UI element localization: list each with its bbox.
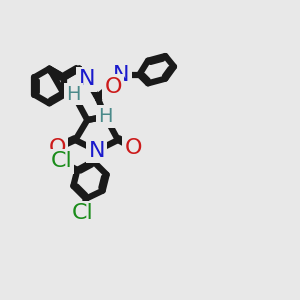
Text: Cl: Cl xyxy=(50,151,72,171)
Text: O: O xyxy=(49,138,66,158)
Text: O: O xyxy=(105,77,122,97)
Text: N: N xyxy=(113,65,130,85)
Text: O: O xyxy=(124,138,142,158)
Text: H: H xyxy=(66,85,81,104)
Text: H: H xyxy=(110,64,124,83)
Text: H: H xyxy=(98,107,112,126)
Text: Cl: Cl xyxy=(72,203,94,223)
Text: N: N xyxy=(88,141,105,161)
Text: N: N xyxy=(78,69,95,89)
